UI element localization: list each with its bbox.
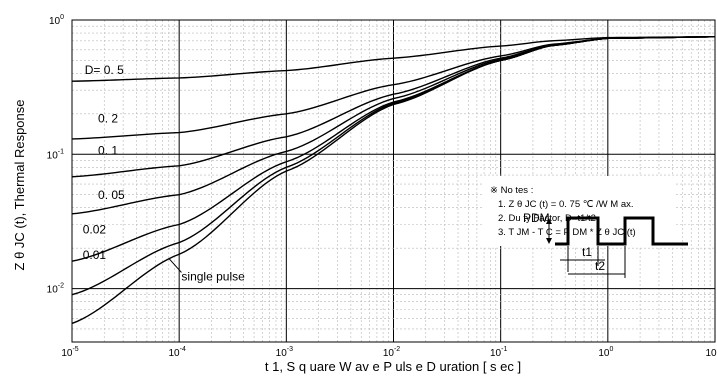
pdm-label: PDM (523, 211, 550, 225)
x-tick-label: 10-3 (276, 346, 293, 359)
x-axis-label: t 1, S q uare W av e P uls e D uration [… (265, 359, 521, 374)
series-line-1 (71, 36, 716, 82)
series-label-5: 0.02 (83, 223, 107, 237)
series-labels: D= 0. 5 0. 2 0. 1 0. 05 0.02 0.01 single pulse (83, 63, 245, 283)
grid-lines (71, 20, 715, 343)
x-tick-label: 100 (598, 346, 613, 359)
pulse-diagram: PDM t1 t2 (523, 211, 688, 278)
series-label-7: single pulse (181, 269, 245, 283)
notes-title: ※ No tes : (490, 185, 533, 196)
single-pulse-arrow (168, 257, 182, 273)
y-tick-label: 100 (49, 14, 64, 27)
pulse-waveform (555, 216, 688, 246)
notes-box: ※ No tes : 1. Z θ JC (t) = 0. 75 ℃ /W M … (482, 176, 674, 246)
x-tick-label: 10-5 (61, 346, 78, 359)
series-label-1: D= 0. 5 (85, 63, 124, 77)
series-label-6: 0.01 (83, 248, 107, 262)
series-curves (71, 36, 716, 325)
series-label-4: 0. 05 (98, 188, 125, 202)
y-tick-label: 10-1 (47, 148, 64, 161)
series-label-2: 0. 2 (98, 112, 118, 126)
x-tick-label: 10-1 (490, 346, 507, 359)
x-tick-label: 101 (705, 346, 717, 359)
x-tick-label: 10-2 (383, 346, 400, 359)
t1-label: t1 (582, 245, 592, 259)
x-tick-label: 10-4 (168, 346, 185, 359)
series-line-7 (71, 36, 716, 325)
y-tick-label: 10-2 (47, 283, 64, 296)
t2-label: t2 (595, 259, 605, 273)
plot-frame (71, 19, 716, 343)
note-1: 1. Z θ JC (t) = 0. 75 ℃ /W M ax. (498, 199, 634, 210)
y-axis-label: Z θ JC (t), Thermal Response (12, 100, 27, 271)
note-2: 2. Du ty Factor, D=t1/t2 (498, 213, 596, 224)
series-label-3: 0. 1 (98, 143, 118, 157)
